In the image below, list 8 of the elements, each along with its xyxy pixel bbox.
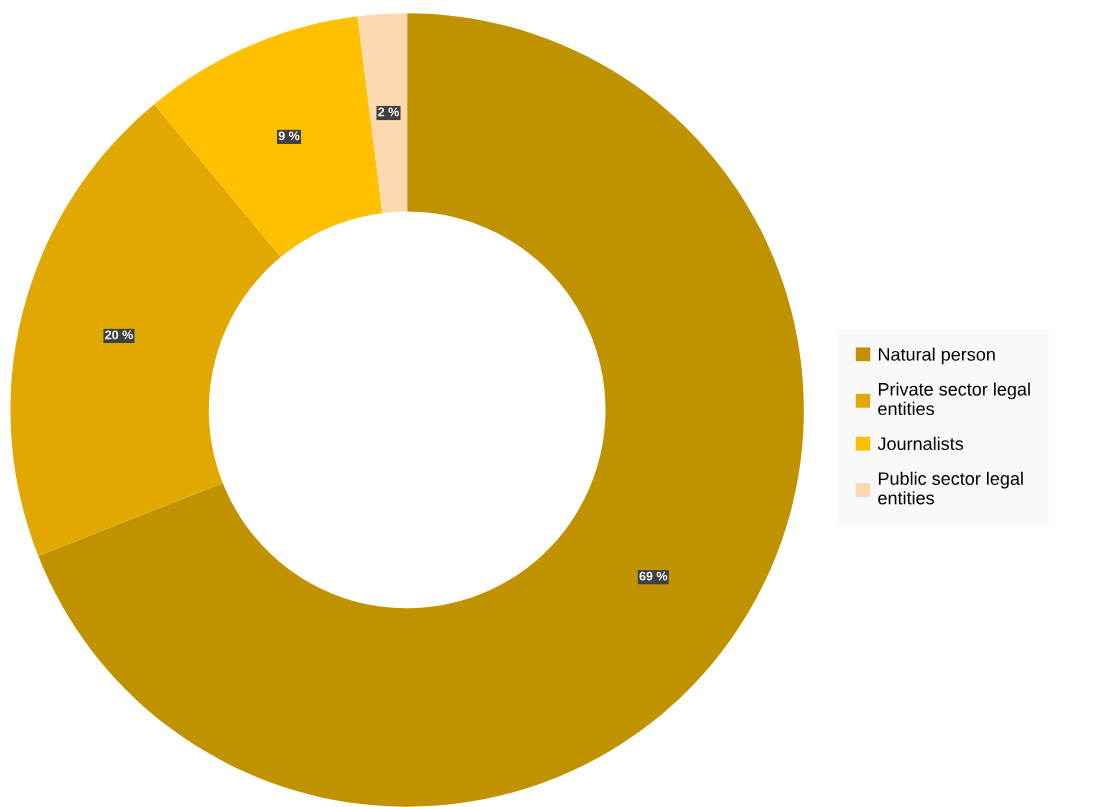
legend-label: Journalists xyxy=(877,436,964,451)
legend-label: Natural person xyxy=(878,347,995,365)
data-label: 2 % xyxy=(378,107,399,117)
data-label: 9 % xyxy=(278,131,300,141)
legend-label: Public sector legal entities xyxy=(878,471,1023,505)
legend-label: Private sector legal entities xyxy=(878,382,1030,416)
data-label: 69 % xyxy=(639,571,668,581)
data-label: 20 % xyxy=(105,330,133,340)
